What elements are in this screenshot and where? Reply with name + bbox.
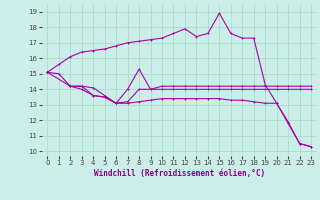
X-axis label: Windchill (Refroidissement éolien,°C): Windchill (Refroidissement éolien,°C): [94, 169, 265, 178]
